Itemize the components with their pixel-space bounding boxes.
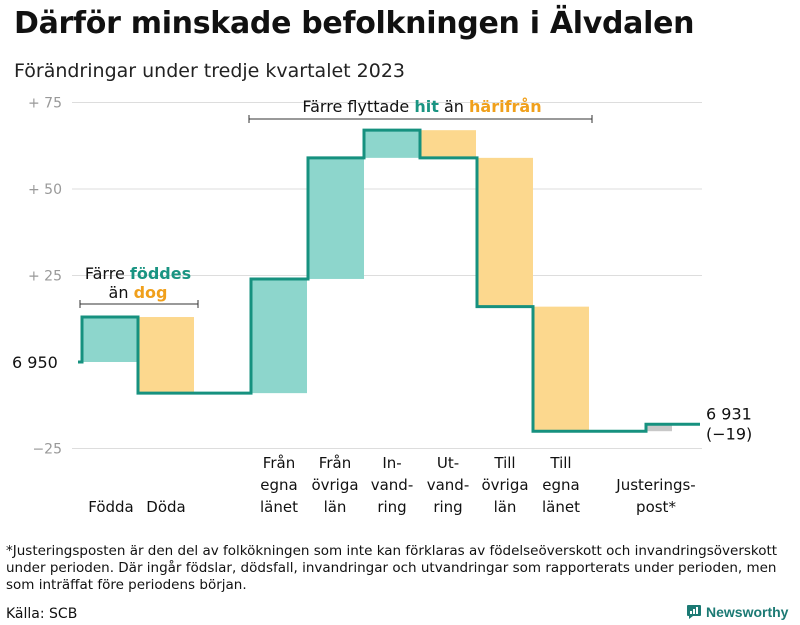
category-label: egna [542, 476, 579, 494]
y-tick-label: + 50 [28, 182, 62, 198]
bar-5 [420, 130, 476, 158]
category-label: post* [636, 498, 676, 516]
bar-7 [533, 306, 589, 432]
annotation-births-line1: Färre föddes [85, 264, 191, 283]
category-label: Justerings- [615, 476, 695, 494]
chart-subtitle: Förändringar under tredje kvartalet 2023 [14, 60, 406, 82]
bar-6 [477, 157, 533, 307]
annotation-moves: Färre flyttade hit än härifrån [302, 97, 541, 116]
waterfall-chart: + 75 + 50 + 25 −25 6 950 6 931(−19) Födda Döda F… [12, 96, 752, 517]
bar-3 [308, 157, 364, 279]
bar-4 [364, 130, 420, 158]
category-label: länet [260, 498, 298, 516]
bar-0 [82, 317, 138, 362]
annotation-births-line2: än dog [109, 283, 168, 302]
category-label: övriga [311, 476, 358, 494]
category-label: län [324, 498, 347, 516]
brand-logo: Newsworthy [686, 604, 788, 620]
category-label: ring [377, 498, 406, 516]
end-change-label: (−19) [706, 424, 752, 443]
footnote: *Justeringsposten är den del av folkökni… [6, 543, 778, 593]
source-label: Källa: SCB [6, 606, 78, 622]
category-label: Från [263, 454, 295, 472]
y-tick-label: + 25 [28, 269, 62, 285]
bar-2 [251, 278, 307, 394]
category-label: län [494, 498, 517, 516]
waterfall-step-line [78, 128, 700, 433]
newsworthy-icon [687, 605, 701, 619]
category-label: Födda [88, 498, 134, 516]
category-label: egna [260, 476, 297, 494]
y-tick-label: + 75 [28, 96, 62, 112]
bar-1 [138, 317, 194, 394]
y-tick-label: −25 [32, 442, 62, 458]
bar-8 [646, 424, 672, 432]
start-value-label: 6 950 [12, 353, 58, 372]
category-label: länet [542, 498, 580, 516]
chart-title: Därför minskade befolkningen i Älvdalen [14, 6, 695, 41]
end-value-label: 6 931 [706, 404, 752, 423]
category-label: Till [493, 454, 515, 472]
category-label: Döda [146, 498, 185, 516]
category-label: Från [319, 454, 351, 472]
category-label: Ut- [437, 454, 459, 472]
category-label: övriga [481, 476, 528, 494]
category-label: In- [382, 454, 401, 472]
category-label: vand- [427, 476, 470, 494]
category-label: vand- [371, 476, 414, 494]
category-label: Till [549, 454, 571, 472]
brand-name: Newsworthy [706, 604, 789, 620]
category-label: ring [433, 498, 462, 516]
